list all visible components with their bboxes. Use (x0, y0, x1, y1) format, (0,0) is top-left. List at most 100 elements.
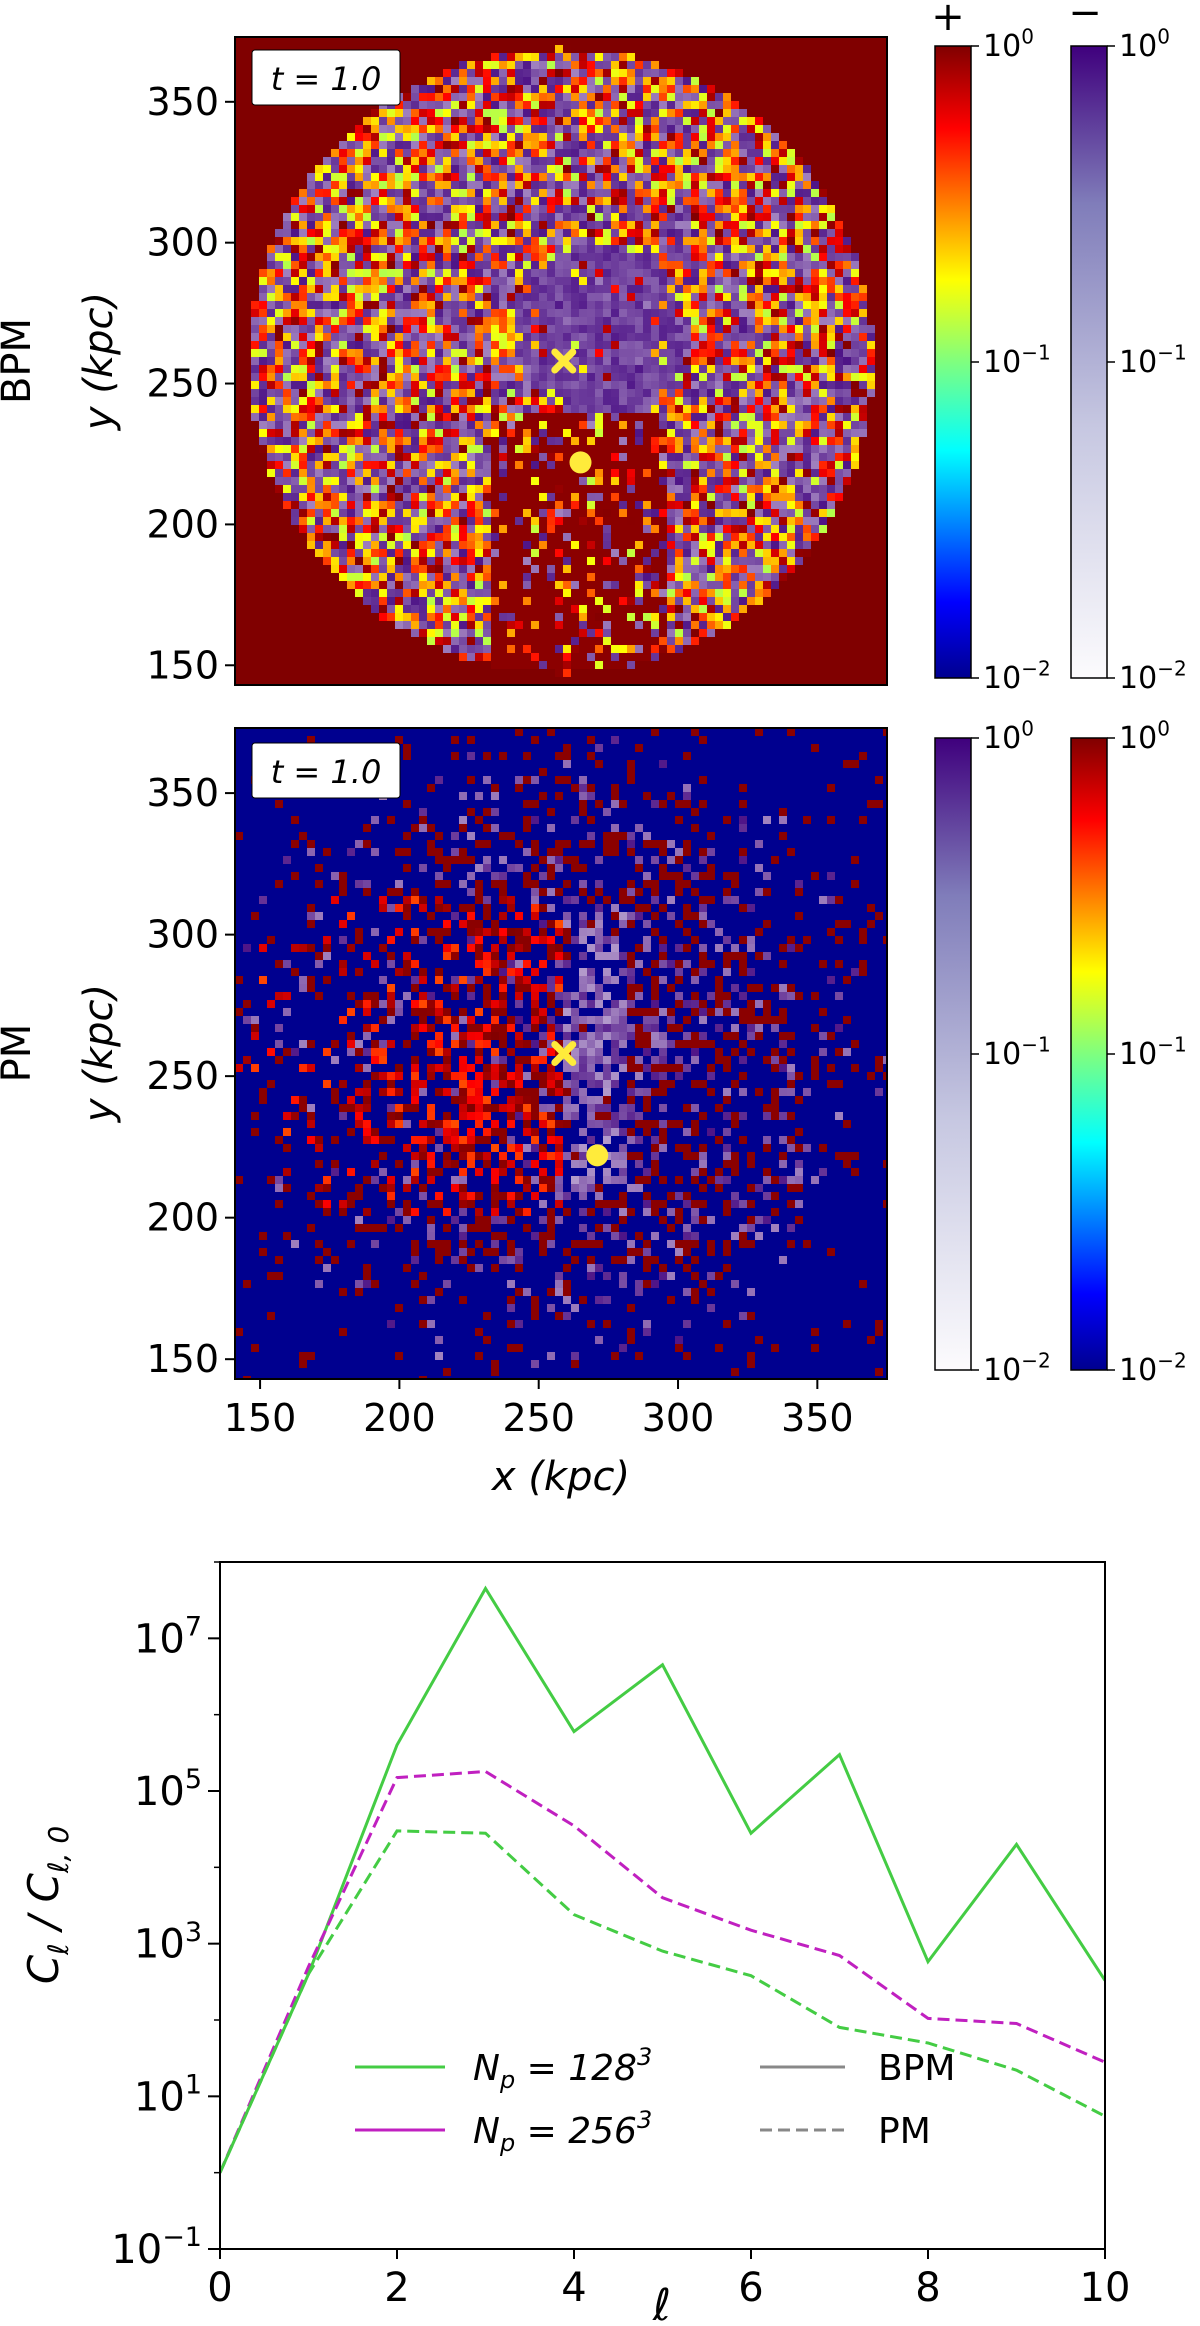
heatmap-cell (491, 205, 499, 213)
heatmap-cell (371, 589, 379, 597)
heatmap-cell (635, 589, 643, 597)
heatmap-cell (707, 461, 715, 469)
heatmap-cell (739, 253, 747, 261)
heatmap-cell (579, 333, 587, 341)
heatmap-cell (779, 357, 787, 365)
heatmap-cell (347, 461, 355, 469)
heatmap-cell (339, 461, 347, 469)
heatmap-cell (675, 613, 683, 621)
heatmap-cell (811, 213, 819, 221)
heatmap-cell (611, 469, 619, 477)
heatmap-cell (451, 637, 459, 645)
heatmap-cell (307, 397, 315, 405)
heatmap-cell (523, 541, 531, 549)
heatmap-cell (683, 269, 691, 277)
heatmap-cell (635, 229, 643, 237)
heatmap-cell (459, 613, 467, 621)
heatmap-cell (659, 509, 667, 517)
heatmap-cell (403, 181, 411, 189)
heatmap-cell (643, 461, 651, 469)
heatmap-cell (459, 77, 467, 85)
heatmap-cell (419, 293, 427, 301)
heatmap-cell (339, 285, 347, 293)
heatmap-cell (723, 533, 731, 541)
heatmap-cell (451, 365, 459, 373)
heatmap-cell (491, 333, 499, 341)
heatmap-cell (315, 309, 323, 317)
heatmap-cell (667, 341, 675, 349)
heatmap-cell (611, 269, 619, 277)
heatmap-cell (507, 477, 515, 485)
heatmap-cell (283, 469, 291, 477)
heatmap-cell (475, 792, 483, 800)
heatmap-cell (691, 533, 699, 541)
heatmap-cell (563, 485, 571, 493)
heatmap-cell (707, 365, 715, 373)
heatmap-cell (419, 413, 427, 421)
heatmap-cell (707, 93, 715, 101)
heatmap-cell (827, 349, 835, 357)
heatmap-cell (667, 77, 675, 85)
heatmap-cell (483, 501, 491, 509)
heatmap-cell (475, 445, 483, 453)
heatmap-cell (571, 493, 579, 501)
heatmap-cell (435, 317, 443, 325)
heatmap-cell (603, 645, 611, 653)
heatmap-cell (475, 573, 483, 581)
heatmap-cell (587, 413, 595, 421)
heatmap-cell (635, 309, 643, 317)
heatmap-cell (555, 373, 563, 381)
heatmap-cell (603, 93, 611, 101)
heatmap-cell (827, 229, 835, 237)
heatmap-cell (563, 245, 571, 253)
heatmap-cell (779, 157, 787, 165)
heatmap-cell (627, 373, 635, 381)
heatmap-cell (555, 597, 563, 605)
heatmap-cell (443, 509, 451, 517)
heatmap-cell (691, 173, 699, 181)
heatmap-cell (699, 109, 707, 117)
heatmap-cell (363, 293, 371, 301)
heatmap-cell (259, 301, 267, 309)
heatmap-cell (459, 824, 467, 832)
heatmap-cell (843, 317, 851, 325)
heatmap-cell (619, 597, 627, 605)
heatmap-cell (659, 517, 667, 525)
heatmap-cell (843, 469, 851, 477)
heatmap-cell (443, 149, 451, 157)
heatmap-cell (611, 261, 619, 269)
heatmap-cell (483, 589, 491, 597)
heatmap-cell (555, 109, 563, 117)
heatmap-cell (259, 333, 267, 341)
heatmap-cell (427, 389, 435, 397)
heatmap-cell (483, 173, 491, 181)
heatmap-cell (707, 485, 715, 493)
heatmap-cell (459, 181, 467, 189)
heatmap-cell (363, 557, 371, 565)
heatmap-cell (635, 621, 643, 629)
heatmap-cell (771, 493, 779, 501)
heatmap-cell (779, 557, 787, 565)
heatmap-cell (571, 277, 579, 285)
heatmap-cell (635, 605, 643, 613)
heatmap-cell (779, 365, 787, 373)
heatmap-cell (379, 613, 387, 621)
heatmap-cell (467, 605, 475, 613)
heatmap-cell (547, 485, 555, 493)
heatmap-cell (523, 621, 531, 629)
heatmap-cell (435, 477, 443, 485)
heatmap-cell (715, 165, 723, 173)
heatmap-cell (491, 573, 499, 581)
heatmap-cell (835, 325, 843, 333)
heatmap-cell (355, 357, 363, 365)
heatmap-cell (339, 293, 347, 301)
heatmap-cell (411, 413, 419, 421)
heatmap-cell (235, 832, 243, 840)
heatmap-cell (499, 253, 507, 261)
heatmap-cell (315, 413, 323, 421)
heatmap-cell (363, 517, 371, 525)
heatmap-cell (435, 421, 443, 429)
heatmap-cell (731, 213, 739, 221)
heatmap-cell (627, 285, 635, 293)
heatmap-cell (731, 597, 739, 605)
